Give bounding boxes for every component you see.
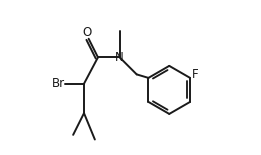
Text: F: F [192,68,199,80]
Text: N: N [115,51,124,64]
Text: O: O [82,26,92,39]
Text: Br: Br [51,77,65,90]
